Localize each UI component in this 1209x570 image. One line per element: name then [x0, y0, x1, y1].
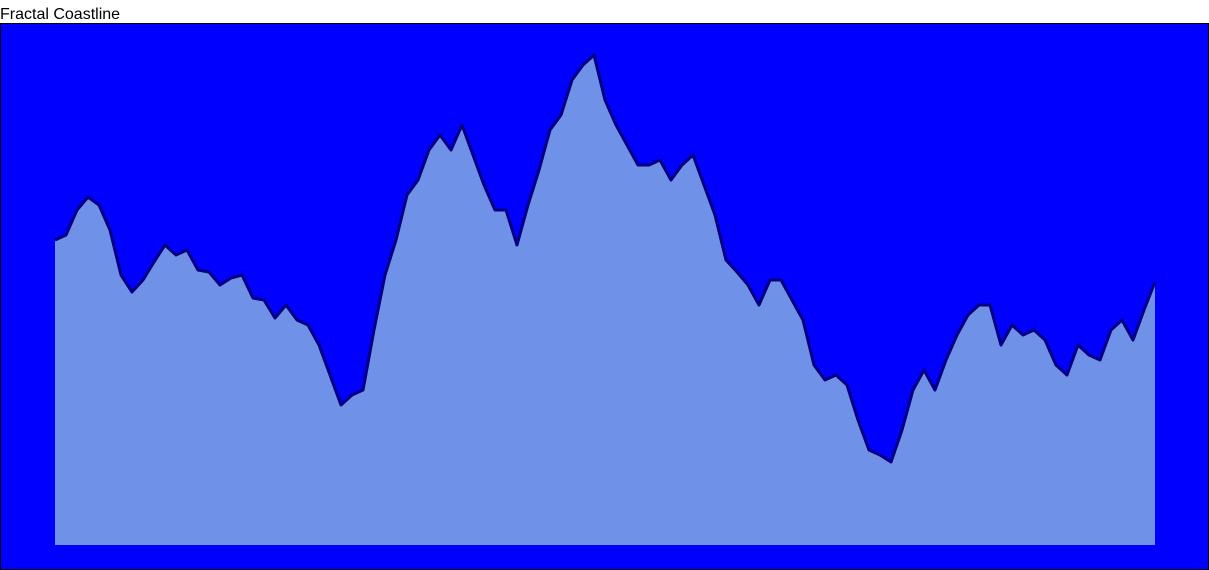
land-area — [55, 55, 1155, 545]
coastline — [54, 53, 1157, 464]
chart-title: Fractal Coastline — [0, 6, 120, 23]
